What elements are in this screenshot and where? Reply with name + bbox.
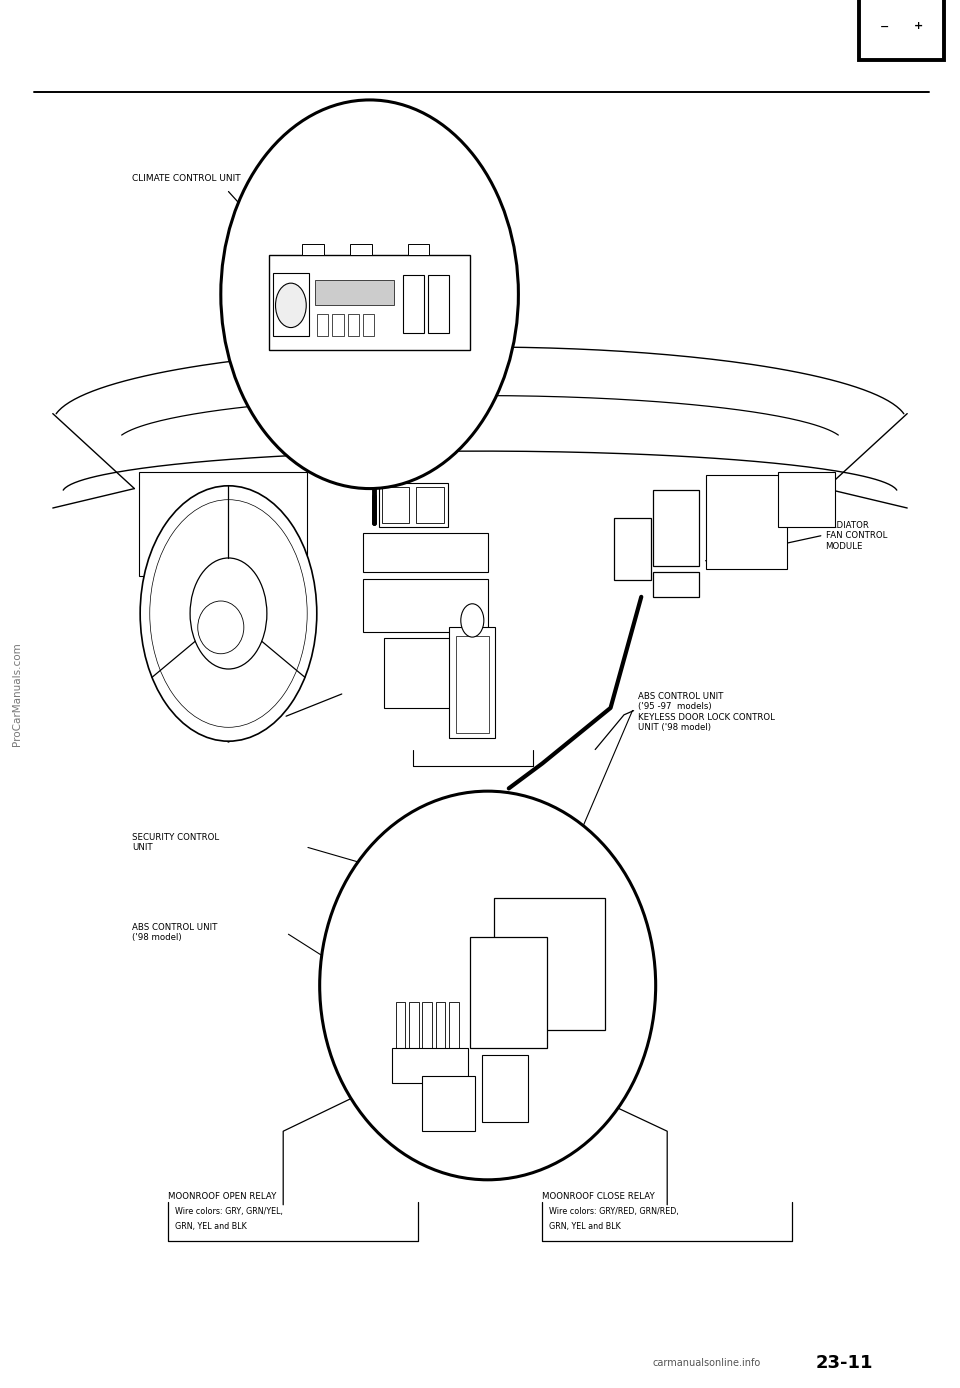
Circle shape xyxy=(190,558,267,669)
Text: −: − xyxy=(880,21,889,32)
Text: GRN, YEL and BLK: GRN, YEL and BLK xyxy=(175,1223,247,1231)
Bar xyxy=(317,314,328,336)
Ellipse shape xyxy=(198,601,244,654)
Bar xyxy=(350,244,372,255)
Bar xyxy=(379,483,448,527)
Text: ABS CONTROL UNIT
('95 -97  models)
KEYLESS DOOR LOCK CONTROL
UNIT ('98 model): ABS CONTROL UNIT ('95 -97 models) KEYLES… xyxy=(638,693,776,731)
Text: GRN, YEL and BLK: GRN, YEL and BLK xyxy=(549,1223,621,1231)
Bar xyxy=(436,1002,445,1069)
Bar xyxy=(653,572,699,597)
Circle shape xyxy=(461,604,484,637)
Bar xyxy=(859,0,944,60)
Bar xyxy=(778,472,835,527)
Bar xyxy=(269,255,470,350)
Bar xyxy=(422,1002,432,1069)
Bar xyxy=(363,579,488,632)
Circle shape xyxy=(140,486,317,741)
Bar xyxy=(449,627,495,738)
Text: ProCarManuals.com: ProCarManuals.com xyxy=(12,643,22,745)
Bar xyxy=(392,1048,468,1083)
Bar xyxy=(428,275,449,333)
Bar xyxy=(422,1076,475,1131)
Text: +: + xyxy=(914,21,923,32)
Bar xyxy=(706,475,787,569)
Ellipse shape xyxy=(221,100,518,489)
Text: SECURITY CONTROL
UNIT: SECURITY CONTROL UNIT xyxy=(132,833,220,852)
Bar xyxy=(396,1002,405,1069)
Bar xyxy=(384,638,470,708)
Text: Wire colors: GRY, GRN/YEL,: Wire colors: GRY, GRN/YEL, xyxy=(175,1208,282,1216)
Bar xyxy=(409,1002,419,1069)
Bar xyxy=(332,314,344,336)
Text: MOONROOF OPEN RELAY: MOONROOF OPEN RELAY xyxy=(168,1192,276,1201)
Bar xyxy=(494,898,605,1030)
Bar xyxy=(273,273,309,336)
Bar xyxy=(408,244,429,255)
Bar xyxy=(139,472,307,576)
Text: ABS CONTROL UNIT
('98 model): ABS CONTROL UNIT ('98 model) xyxy=(132,923,218,942)
Text: carmanualsonline.info: carmanualsonline.info xyxy=(653,1357,761,1369)
Bar xyxy=(456,636,489,733)
Circle shape xyxy=(276,283,306,328)
Bar xyxy=(653,490,699,566)
Bar xyxy=(363,533,488,572)
Text: Wire colors: GRY/RED, GRN/RED,: Wire colors: GRY/RED, GRN/RED, xyxy=(549,1208,679,1216)
Bar xyxy=(482,1055,528,1122)
Text: 23-11: 23-11 xyxy=(816,1355,874,1371)
Text: TRANSMISSION
CONTROL
MODULE (TCM): TRANSMISSION CONTROL MODULE (TCM) xyxy=(192,701,257,731)
Bar xyxy=(382,487,409,523)
Text: CLIMATE CONTROL UNIT: CLIMATE CONTROL UNIT xyxy=(132,175,241,183)
Bar xyxy=(403,275,424,333)
Bar xyxy=(363,314,374,336)
Bar xyxy=(416,487,444,523)
Bar xyxy=(315,280,394,305)
Bar xyxy=(449,1002,459,1069)
Ellipse shape xyxy=(320,791,656,1180)
Bar xyxy=(302,244,324,255)
Bar xyxy=(614,518,651,580)
Bar xyxy=(470,937,547,1048)
Text: RADIATOR
FAN CONTROL
MODULE: RADIATOR FAN CONTROL MODULE xyxy=(826,520,887,551)
Bar xyxy=(348,314,359,336)
Text: MOONROOF CLOSE RELAY: MOONROOF CLOSE RELAY xyxy=(542,1192,655,1201)
